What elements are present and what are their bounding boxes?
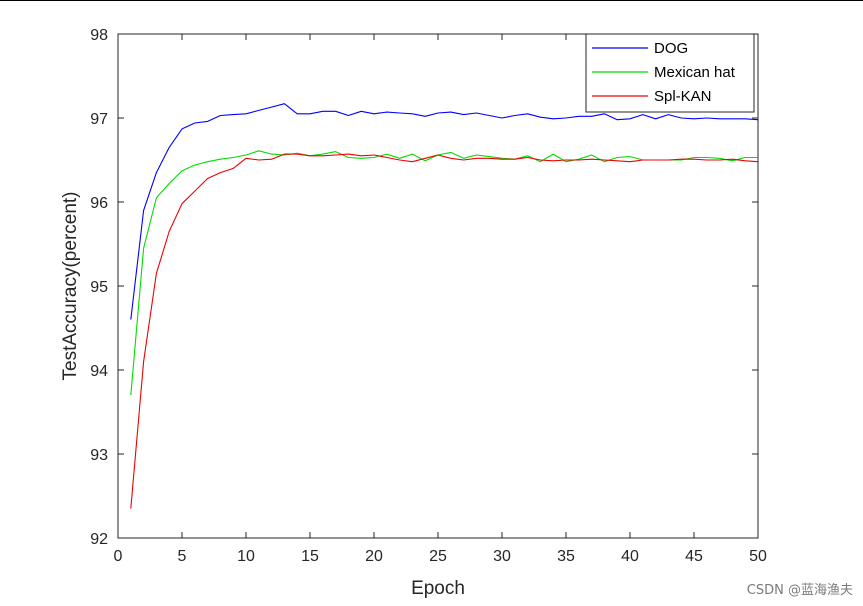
y-axis-title: TestAccuracy(percent) [60,191,81,380]
x-tick-label: 10 [237,548,255,565]
legend-entry: Mexican hat [654,64,736,81]
x-tick-label: 50 [749,548,767,565]
legend: DOG Mexican hat Spl-KAN [585,33,755,113]
y-tick-label: 97 [90,111,108,128]
x-tick-label: 20 [365,548,383,565]
legend-entry: Spl-KAN [654,88,712,105]
x-axis-title: Epoch [411,578,465,599]
x-tick-label: 35 [557,548,575,565]
x-tick-label: 30 [493,548,511,565]
x-tick-label: 25 [429,548,447,565]
plot-area [117,33,759,539]
x-tick-label: 15 [301,548,319,565]
axis-ticks: 0 5 10 15 20 25 30 35 40 45 50 92 93 94 95 96 97 98 [90,27,767,565]
top-border [0,0,863,1]
x-tick-label: 40 [621,548,639,565]
series-lines [130,103,759,509]
series-line-dog [130,103,759,320]
legend-entry: DOG [654,40,688,57]
y-tick-label: 93 [90,447,108,464]
y-tick-label: 92 [90,531,108,548]
watermark-text: CSDN @蓝海渔夫 [746,583,853,598]
x-tick-label: 0 [114,548,123,565]
y-tick-label: 98 [90,27,108,44]
x-tick-label: 45 [685,548,703,565]
legend-box [585,33,755,113]
y-tick-label: 96 [90,195,108,212]
x-tick-label: 5 [178,548,187,565]
series-line-spl-kan [130,153,759,509]
y-tick-label: 95 [90,279,108,296]
y-tick-label: 94 [90,363,108,380]
